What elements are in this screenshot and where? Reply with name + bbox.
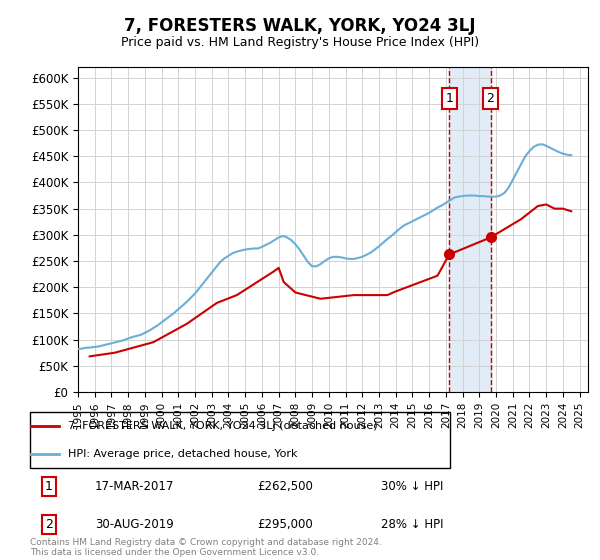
Text: 30% ↓ HPI: 30% ↓ HPI [381,480,443,493]
Text: Contains HM Land Registry data © Crown copyright and database right 2024.
This d: Contains HM Land Registry data © Crown c… [30,538,382,557]
Bar [449,67,491,392]
Text: 28% ↓ HPI: 28% ↓ HPI [381,518,443,531]
Text: HPI: Average price, detached house, York: HPI: Average price, detached house, York [68,449,298,459]
Text: 7, FORESTERS WALK, YORK, YO24 3LJ: 7, FORESTERS WALK, YORK, YO24 3LJ [124,17,476,35]
Text: £295,000: £295,000 [257,518,313,531]
Text: 17-MAR-2017: 17-MAR-2017 [95,480,174,493]
Text: 1: 1 [445,92,453,105]
Text: 7, FORESTERS WALK, YORK, YO24 3LJ (detached house): 7, FORESTERS WALK, YORK, YO24 3LJ (detac… [68,421,377,431]
Text: Price paid vs. HM Land Registry's House Price Index (HPI): Price paid vs. HM Land Registry's House … [121,36,479,49]
Text: 1: 1 [45,480,53,493]
Text: 2: 2 [487,92,494,105]
Text: £262,500: £262,500 [257,480,313,493]
Text: 2: 2 [45,518,53,531]
Text: 30-AUG-2019: 30-AUG-2019 [95,518,173,531]
